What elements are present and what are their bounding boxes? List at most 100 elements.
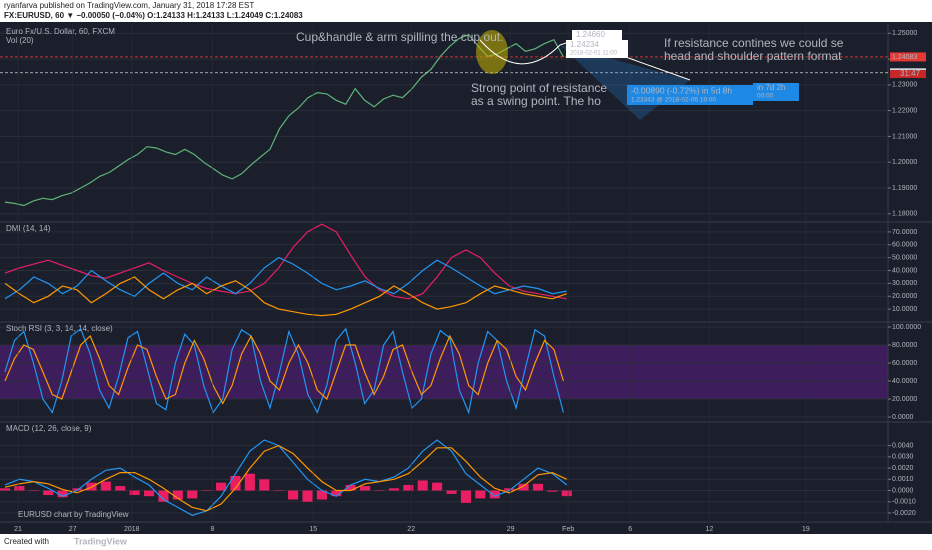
y-tick-label: 30.0000 bbox=[892, 280, 917, 287]
y-tick-label: -0.0020 bbox=[892, 510, 916, 517]
y-tick-label: 20.0000 bbox=[892, 396, 917, 403]
measure-box bbox=[753, 83, 799, 101]
y-tick-label: 0.0030 bbox=[892, 454, 914, 461]
y-tick-label: 0.0020 bbox=[892, 465, 914, 472]
histogram-bar bbox=[331, 490, 342, 497]
y-tick-label: 1.20000 bbox=[892, 159, 917, 166]
y-tick-label: 40.0000 bbox=[892, 378, 917, 385]
histogram-bar bbox=[417, 480, 428, 491]
histogram-bar bbox=[71, 488, 83, 491]
x-tick-label: 21 bbox=[14, 526, 22, 533]
annotation: head and shoulder pattern format bbox=[664, 49, 842, 63]
y-tick-label: 1.19000 bbox=[892, 185, 917, 192]
x-tick-label: 29 bbox=[507, 526, 515, 533]
histogram-bar bbox=[28, 490, 39, 492]
y-tick-label: 20.0000 bbox=[892, 293, 917, 300]
price-label: 1.24660 bbox=[576, 30, 605, 39]
chart-bg bbox=[0, 22, 932, 534]
histogram-bar bbox=[115, 486, 126, 491]
series-line bbox=[4, 439, 568, 516]
price-time: 2018-02-01 11:00 bbox=[570, 51, 618, 57]
histogram-bar bbox=[360, 486, 371, 491]
y-tick-label: 70.0000 bbox=[892, 229, 917, 236]
x-tick-label: 15 bbox=[309, 526, 317, 533]
panel-subtitle: Vol (20) bbox=[6, 36, 34, 45]
histogram-bar bbox=[288, 490, 299, 500]
histogram-bar bbox=[201, 490, 212, 492]
y-tick-label: 0.0000 bbox=[892, 487, 914, 494]
created-with: Created with bbox=[4, 537, 49, 546]
series-line bbox=[4, 223, 567, 300]
histogram-bar bbox=[388, 488, 399, 491]
price-label-box bbox=[572, 30, 622, 41]
measure-text: in 7d 2h bbox=[757, 83, 785, 92]
histogram-bar bbox=[446, 490, 457, 494]
price-label: 1.24234 bbox=[570, 40, 599, 49]
y-tick-label: 1.22000 bbox=[892, 107, 917, 114]
y-tick-label: 100.0000 bbox=[892, 324, 921, 331]
countdown-tag bbox=[890, 70, 926, 78]
brand: TradingView bbox=[74, 536, 128, 546]
y-tick-label: 60.0000 bbox=[892, 360, 917, 367]
histogram-bar bbox=[273, 490, 284, 492]
histogram-bar bbox=[57, 490, 68, 498]
x-tick-label: 12 bbox=[705, 526, 713, 533]
countdown: 31:47 bbox=[900, 69, 921, 78]
measure-text: 1.23343 @ 2018-02-06 19:00 bbox=[631, 97, 716, 104]
measure-box bbox=[627, 85, 753, 105]
y-tick-label: 1.23000 bbox=[892, 82, 917, 89]
x-tick-label: 2018 bbox=[124, 526, 140, 533]
annotation: If resistance contines we could se bbox=[664, 36, 844, 50]
y-tick-label: -0.0010 bbox=[892, 499, 916, 506]
histogram-bar bbox=[518, 483, 529, 491]
histogram-bar bbox=[43, 490, 54, 496]
panel-title: Stoch RSI (3, 3, 14, 14, close) bbox=[6, 324, 113, 333]
histogram-bar bbox=[374, 490, 385, 492]
x-tick-label: Feb bbox=[562, 526, 574, 533]
histogram-bar bbox=[187, 490, 198, 499]
histogram-bar bbox=[244, 473, 255, 491]
histogram-bar bbox=[475, 490, 486, 499]
y-tick-label: 0.0040 bbox=[892, 442, 914, 449]
histogram-bar bbox=[129, 490, 140, 496]
annotation: as a swing point. The ho bbox=[471, 94, 601, 108]
histogram-bar bbox=[0, 488, 11, 491]
level-label: 1.24083 bbox=[892, 54, 917, 61]
histogram-bar bbox=[158, 490, 169, 502]
x-tick-label: 22 bbox=[407, 526, 415, 533]
histogram-bar bbox=[403, 484, 414, 491]
histogram-bar bbox=[172, 490, 183, 500]
y-tick-label: 0.0010 bbox=[892, 476, 914, 483]
series-line bbox=[4, 33, 564, 207]
histogram-bar bbox=[489, 490, 500, 499]
histogram-bar bbox=[144, 490, 155, 497]
series-line bbox=[4, 334, 564, 405]
annotation: Strong point of resistance bbox=[471, 81, 607, 95]
annotation: Cup&handle & arm spilling the cup out. bbox=[296, 30, 503, 44]
y-tick-label: 60.0000 bbox=[892, 242, 917, 249]
series-line bbox=[4, 444, 568, 512]
y-tick-label: 10.0000 bbox=[892, 306, 917, 313]
histogram-bar bbox=[432, 482, 443, 491]
histogram-bar bbox=[259, 479, 270, 491]
histogram-bar bbox=[547, 490, 558, 492]
y-tick-label: 50.0000 bbox=[892, 254, 917, 261]
histogram-bar bbox=[302, 490, 313, 502]
histogram-bar bbox=[460, 490, 471, 503]
histogram-bar bbox=[100, 481, 111, 491]
histogram-bar bbox=[345, 484, 356, 491]
histogram-bar bbox=[216, 482, 227, 491]
panels: 1.18000 1.19000 1.20000 1.21000 1.22000 1.230… bbox=[0, 24, 932, 533]
histogram-bar bbox=[504, 488, 515, 491]
y-tick-label: 1.18000 bbox=[892, 211, 917, 218]
x-tick-label: 6 bbox=[628, 526, 632, 533]
panel-title: Euro Fx/U.S. Dollar, 60, FXCM bbox=[6, 27, 115, 36]
quote: FX:EURUSD, 60 ▼ −0.00050 (−0.04%) O:1.24… bbox=[4, 11, 303, 20]
series-line bbox=[4, 276, 568, 317]
y-tick-label: 80.0000 bbox=[892, 342, 917, 349]
x-tick-label: 8 bbox=[210, 526, 214, 533]
histogram-bar bbox=[14, 486, 25, 491]
level-tag bbox=[890, 52, 926, 62]
measure-text: 00:00 bbox=[757, 93, 774, 100]
